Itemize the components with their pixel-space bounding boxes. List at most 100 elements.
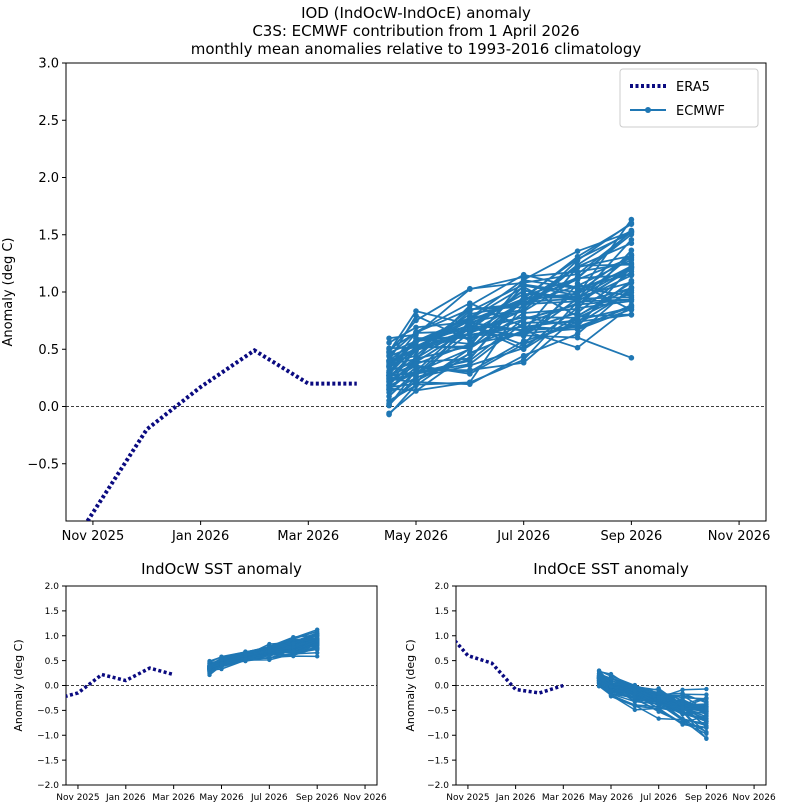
ecmwf-point — [467, 315, 473, 321]
ecmwf-member-line — [388, 268, 632, 362]
ecmwf-point — [628, 216, 635, 223]
ecmwf-point — [291, 653, 296, 658]
y-axis-label: Anomaly (deg C) — [404, 639, 417, 731]
ecmwf-point — [314, 645, 320, 651]
ecmwf-point — [628, 247, 635, 254]
y-tick-label: 1.0 — [435, 632, 450, 642]
ecmwf-point — [628, 355, 635, 361]
ecmwf-point — [520, 356, 527, 363]
era5-line — [66, 666, 175, 699]
ecmwf-point — [680, 687, 685, 692]
ecmwf-point — [413, 343, 419, 350]
ecmwf-point — [656, 687, 661, 693]
ecmwf-member-line — [388, 298, 632, 377]
ecmwf-point — [628, 284, 635, 291]
ecmwf-point — [520, 310, 527, 316]
ecmwf-member-line — [388, 265, 632, 362]
ecmwf-member-line — [388, 270, 632, 405]
ecmwf-point — [520, 293, 527, 299]
y-tick-label: 1.5 — [435, 607, 449, 617]
y-tick-label: 0.0 — [435, 682, 450, 692]
y-tick-label: −1.5 — [427, 756, 449, 766]
y-tick-label: −1.0 — [37, 731, 59, 741]
ecmwf-point — [656, 716, 661, 721]
ecmwf-member-line — [388, 259, 632, 368]
ecmwf-point — [386, 357, 392, 364]
ecmwf-point — [413, 324, 419, 331]
x-tick-label: Sep 2026 — [685, 793, 728, 803]
ecmwf-point — [467, 355, 473, 362]
y-tick-label: −0.5 — [427, 707, 449, 717]
ecmwf-point — [386, 373, 392, 379]
ecmwf-point — [520, 287, 527, 294]
ecmwf-point — [704, 725, 709, 731]
ecmwf-member-line — [388, 229, 632, 378]
ecmwf-point — [574, 334, 581, 341]
y-tick-label: 0.5 — [38, 343, 59, 358]
ecmwf-point — [413, 339, 419, 346]
ecmwf-point — [704, 736, 709, 741]
plot-area — [85, 216, 635, 521]
ecmwf-point — [520, 314, 527, 320]
x-tick-label: Sep 2026 — [601, 529, 663, 544]
ecmwf-point — [632, 702, 638, 708]
ecmwf-point — [574, 290, 581, 297]
ecmwf-member-line — [388, 257, 632, 375]
ecmwf-point — [574, 315, 581, 321]
ecmwf-point — [386, 350, 392, 356]
ecmwf-point — [608, 688, 614, 694]
ecmwf-point — [680, 717, 685, 722]
y-tick-label: 2.0 — [45, 582, 60, 592]
y-tick-label: −1.0 — [427, 731, 449, 741]
ecmwf-point — [574, 309, 581, 316]
plot-area — [456, 639, 709, 741]
x-tick-label: Mar 2026 — [542, 793, 585, 803]
x-tick-label: Jan 2026 — [171, 529, 229, 544]
ecmwf-member-line — [388, 230, 632, 368]
ecmwf-member-line — [598, 675, 707, 718]
ecmwf-point — [243, 650, 248, 656]
ecmwf-point — [704, 714, 709, 719]
ecmwf-point — [608, 676, 614, 681]
ecmwf-point — [656, 701, 661, 707]
ecmwf-point — [608, 693, 614, 698]
y-tick-label: −2.0 — [427, 781, 449, 791]
x-tick-label: May 2026 — [199, 793, 244, 803]
ecmwf-member-line — [388, 286, 632, 377]
ecmwf-point — [467, 379, 473, 386]
y-tick-label: 0.0 — [45, 682, 60, 692]
chart-title-line: IndOcE SST anomaly — [533, 560, 689, 578]
ecmwf-point — [608, 671, 614, 677]
ecmwf-point — [628, 228, 635, 235]
x-tick-label: Nov 2026 — [732, 793, 776, 803]
y-tick-label: 0.0 — [38, 400, 59, 415]
ecmwf-member-line — [388, 231, 632, 353]
legend-ecmwf-marker — [645, 107, 651, 113]
ecmwf-point — [413, 312, 419, 319]
ecmwf-point — [632, 683, 638, 689]
ecmwf-point — [314, 638, 320, 644]
y-tick-label: 3.0 — [38, 57, 59, 72]
x-tick-label: May 2026 — [589, 793, 634, 803]
ecmwf-point — [467, 362, 473, 369]
ecmwf-member-line — [388, 249, 633, 402]
ecmwf-point — [680, 705, 685, 711]
ecmwf-point — [386, 411, 392, 418]
ecmwf-point — [413, 348, 419, 354]
ecmwf-point — [267, 645, 272, 651]
x-tick-label: Mar 2026 — [277, 529, 339, 544]
y-tick-label: 1.0 — [38, 286, 59, 301]
ecmwf-point — [291, 635, 296, 641]
ecmwf-point — [628, 221, 635, 227]
ecmwf-point — [608, 684, 614, 689]
x-tick-label: Nov 2026 — [708, 529, 771, 544]
ecmwf-point — [520, 341, 527, 347]
y-tick-label: 0.5 — [435, 657, 449, 667]
y-tick-label: 1.5 — [38, 228, 59, 243]
ecmwf-point — [291, 648, 296, 654]
y-tick-label: 2.0 — [435, 582, 450, 592]
ecmwf-point — [704, 729, 709, 735]
ecmwf-point — [656, 706, 661, 711]
ecmwf-point — [291, 641, 296, 646]
